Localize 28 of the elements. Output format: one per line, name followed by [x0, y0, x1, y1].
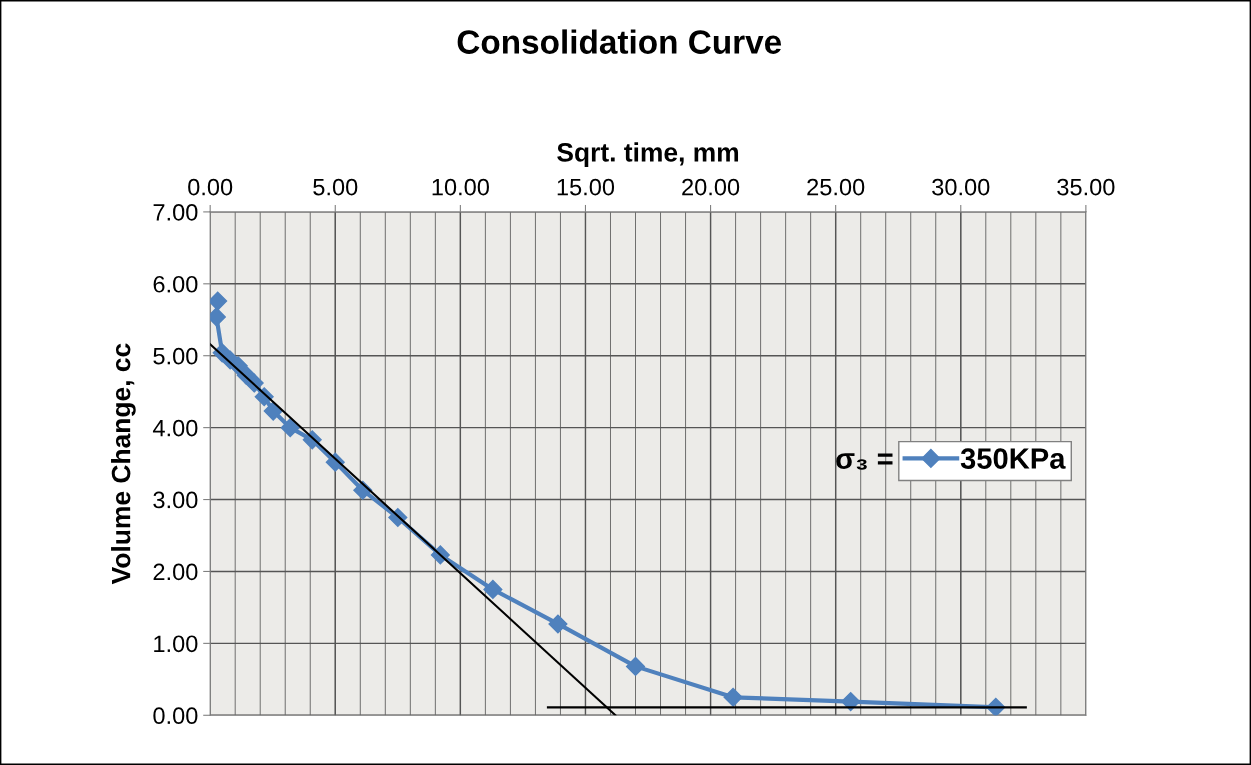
y-tick-label: 4.00 [152, 419, 198, 437]
y-tick-label: 7.00 [153, 203, 198, 221]
x-tick-label: 20.00 [682, 178, 740, 196]
chart-title: Consolidation Curve [457, 29, 782, 54]
point [723, 687, 743, 707]
y-tick-label: 3.00 [153, 491, 198, 509]
legend-title: σ₃ = [836, 453, 893, 470]
y-tick-label: 1.00 [154, 635, 198, 653]
x-tick-label: 5.00 [313, 178, 358, 196]
y-tick-label: 6.00 [153, 275, 198, 293]
point [210, 291, 228, 311]
point [263, 401, 283, 421]
x-axis-title: Sqrt. time, mm [557, 142, 739, 167]
x-tick-label: 25.00 [807, 178, 865, 196]
x-tick-label: 0.00 [188, 178, 233, 196]
x-tick-label: 15.00 [557, 178, 615, 196]
point [625, 656, 646, 676]
y-tick-label: 2.00 [153, 563, 198, 581]
y-tick-label: 5.00 [153, 347, 198, 365]
y-axis-title: Volume Change, cc [111, 343, 136, 585]
point [548, 614, 568, 634]
x-tick-label: 35.00 [1057, 178, 1115, 196]
x-tick-label: 30.00 [932, 178, 990, 196]
x-tick-label: 10.00 [432, 178, 489, 196]
point [483, 579, 503, 599]
point [280, 418, 300, 438]
y-tick-label: 0.00 [153, 707, 198, 725]
legend-label: 350KPa [960, 448, 1066, 469]
